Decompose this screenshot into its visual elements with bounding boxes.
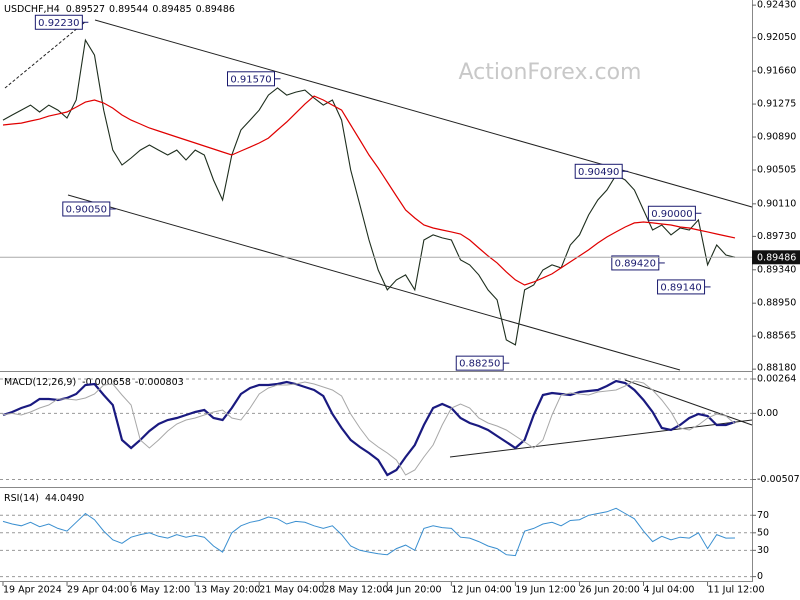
y-tick-label: 70	[757, 510, 769, 521]
y-tick-label: 0.92050	[757, 32, 796, 43]
y-tick-label: 0.90110	[757, 198, 796, 209]
y-tick-label: 0.91275	[757, 99, 796, 110]
series-line	[2, 507, 736, 557]
panel-header: RSI(14) 44.0490	[4, 493, 84, 504]
annotation-box	[455, 355, 504, 371]
panel-header: MACD(12,26,9) -0.000658 -0.000803	[4, 377, 184, 388]
x-tick-label: 4 Jun 20:00	[387, 585, 441, 596]
trend-line	[624, 379, 753, 426]
frame	[0, 0, 753, 582]
panel-title: USDCHF,H4	[4, 4, 60, 15]
series-line	[2, 38, 736, 346]
panel-title: MACD(12,26,9)	[4, 377, 76, 388]
y-tick-label: 0.89340	[757, 264, 796, 275]
x-tick-label: 29 Apr 04:00	[67, 585, 129, 596]
current-price-label: 0.89486	[757, 252, 796, 263]
y-tick-label: 50	[757, 527, 769, 538]
y-tick-label: 0.88565	[757, 331, 796, 342]
annotation-label: 0.90000	[651, 209, 692, 220]
y-tick-label: 0.91660	[757, 66, 796, 77]
x-tick-label: 21 May 04:00	[259, 585, 324, 596]
annotation-label: 0.89140	[660, 282, 701, 293]
annotation-label: 0.90490	[578, 167, 619, 178]
channel-line	[67, 194, 681, 371]
watermark: ActionForex.com	[459, 60, 642, 85]
readout-value: -0.000803	[135, 377, 184, 388]
annotation-label: 0.89420	[615, 258, 656, 269]
y-tick-label: 0.90505	[757, 165, 796, 176]
annotation-label: 0.90050	[66, 204, 107, 215]
annotation-box	[62, 201, 111, 217]
y-tick-label: 0.00	[757, 408, 778, 419]
x-tick-label: 13 May 20:00	[195, 585, 260, 596]
y-tick-label: 0.90890	[757, 132, 796, 143]
y-tick-label: 0.92430	[757, 0, 796, 11]
series-line	[2, 379, 736, 477]
y-tick-label: 0.88950	[757, 298, 796, 309]
annotation-label: 0.88250	[459, 359, 500, 370]
annotation-label: 0.91570	[230, 74, 271, 85]
y-tick-label: -0.005077	[757, 474, 800, 485]
annotation-box	[227, 71, 275, 87]
y-tick-label: 30	[757, 545, 769, 556]
annotation-box	[647, 205, 696, 221]
x-tick-label: 19 Jun 12:00	[515, 585, 575, 596]
x-tick-label: 4 Jul 04:00	[644, 585, 695, 596]
x-tick-label: 11 Jul 12:00	[708, 585, 765, 596]
annotation-label: 0.92230	[38, 18, 79, 29]
x-tick-label: 12 Jun 04:00	[451, 585, 511, 596]
y-tick-label: 0.88180	[757, 363, 796, 374]
readout-value: 0.89544	[109, 4, 148, 15]
trendlines	[4, 19, 753, 458]
y-tick-label: 0.89730	[757, 231, 796, 242]
series-line	[2, 380, 736, 476]
y-tick-label: 0.00264	[757, 373, 796, 384]
x-tick-label: 28 May 12:00	[323, 585, 388, 596]
x-tick-label: 6 May 12:00	[131, 585, 190, 596]
annotation-box	[657, 279, 706, 295]
x-tick-label: 19 Apr 2024	[3, 585, 62, 596]
panel-title: RSI(14)	[4, 493, 39, 504]
annotation-box	[611, 255, 660, 271]
series-line	[2, 95, 736, 286]
annotation-box	[574, 163, 623, 179]
readout-value: 44.0490	[45, 493, 84, 504]
readout-value: 0.89486	[196, 4, 235, 15]
current-price-box	[752, 250, 800, 265]
annotation-box	[34, 14, 83, 30]
channel-line	[94, 19, 753, 208]
readout-value: 0.89527	[66, 4, 105, 15]
readout-value: 0.89485	[152, 4, 191, 15]
trend-line	[4, 21, 86, 89]
panel-header: USDCHF,H4 0.89527 0.89544 0.89485 0.89486	[4, 4, 235, 15]
x-tick-label: 26 Jun 20:00	[579, 585, 639, 596]
trend-line	[449, 419, 753, 458]
readout-value: -0.000658	[82, 377, 131, 388]
y-tick-label: 0	[757, 571, 763, 582]
